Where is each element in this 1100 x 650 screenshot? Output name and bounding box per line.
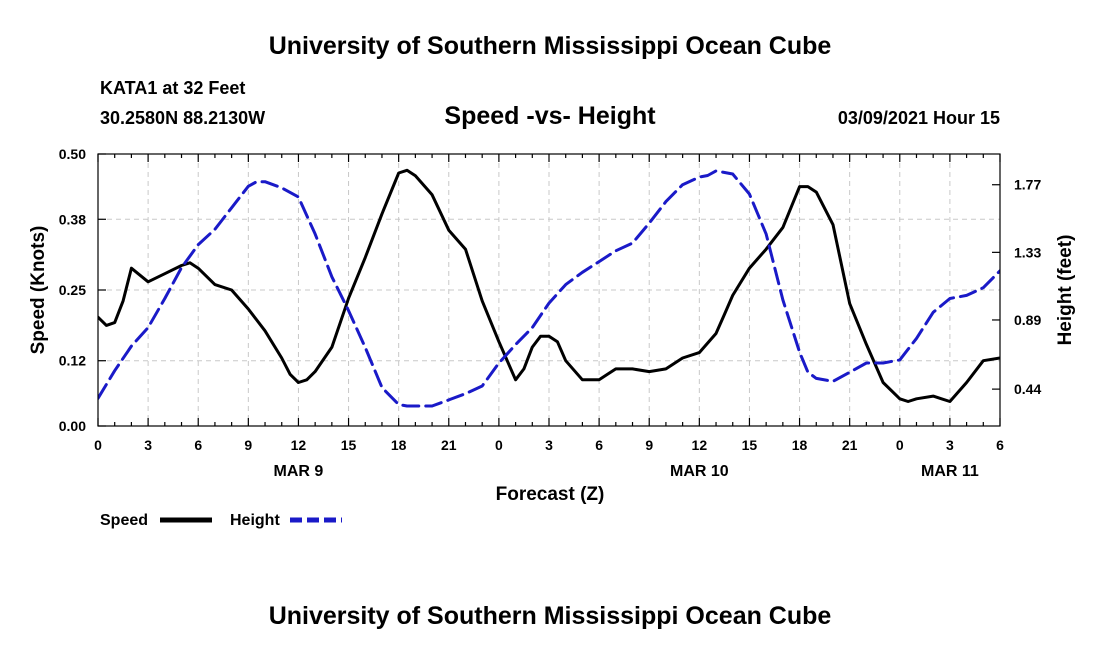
y2-tick-label: 1.33 [1014, 244, 1041, 260]
x-tick-label: 3 [144, 437, 152, 453]
x-tick-label: 6 [595, 437, 603, 453]
station-coords: 30.2580N 88.2130W [100, 108, 265, 128]
axis-ticks [97, 153, 1001, 427]
x-tick-label: 6 [996, 437, 1004, 453]
y-axis-label: Speed (Knots) [28, 226, 49, 355]
x-tick-label: 0 [896, 437, 904, 453]
y2-tick-label: 0.44 [1014, 381, 1041, 397]
x-tick-label: 3 [946, 437, 954, 453]
page-title: University of Southern Mississippi Ocean… [269, 32, 832, 60]
y-tick-label: 0.00 [59, 418, 86, 434]
series-line-height [98, 169, 1000, 408]
x-tick-label: 15 [742, 437, 758, 453]
date-label: MAR 11 [921, 463, 979, 480]
chart-title: Speed -vs- Height [444, 102, 656, 130]
x-tick-label: 12 [692, 437, 708, 453]
x-tick-label: 6 [194, 437, 202, 453]
y2-axis-label: Height (feet) [1055, 235, 1076, 346]
x-tick-label: 9 [645, 437, 653, 453]
x-tick-label: 18 [391, 437, 407, 453]
y-tick-label: 0.12 [59, 353, 86, 369]
x-tick-label: 3 [545, 437, 553, 453]
x-axis-label: Forecast (Z) [496, 484, 605, 505]
x-tick-label: 0 [94, 437, 102, 453]
station-name: KATA1 at 32 Feet [100, 78, 245, 98]
x-tick-label: 9 [244, 437, 252, 453]
x-tick-label: 18 [792, 437, 808, 453]
forecast-timestamp: 03/09/2021 Hour 15 [838, 108, 1000, 128]
y2-tick-label: 0.89 [1014, 312, 1041, 328]
y2-tick-label: 1.77 [1014, 177, 1041, 193]
x-tick-label: 12 [291, 437, 307, 453]
x-tick-label: 15 [341, 437, 357, 453]
series-lines [98, 168, 1000, 408]
tick-labels: 0 3 6 9 12 15 18 21 0 3 6 9 12 15 18 21 0 3 6 MAR 9 MAR 10 MA… [59, 146, 1042, 480]
series-line-speed [98, 168, 1000, 403]
legend: Speed Height [100, 512, 342, 529]
legend-height-label: Height [230, 512, 280, 529]
date-label: MAR 9 [274, 463, 324, 480]
y-tick-label: 0.38 [59, 211, 86, 227]
grid-lines [98, 154, 1000, 426]
x-tick-label: 0 [495, 437, 503, 453]
footer-title: University of Southern Mississippi Ocean… [269, 602, 832, 630]
legend-speed-label: Speed [100, 512, 148, 529]
y-tick-label: 0.50 [59, 146, 86, 162]
x-tick-label: 21 [842, 437, 858, 453]
y-tick-label: 0.25 [59, 282, 86, 298]
date-label: MAR 10 [670, 463, 729, 480]
x-tick-label: 21 [441, 437, 457, 453]
